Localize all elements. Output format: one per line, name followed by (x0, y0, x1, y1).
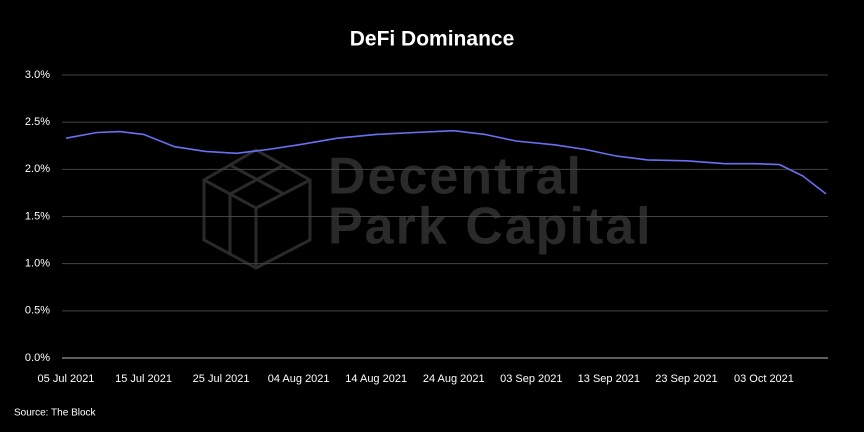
x-tick-label: 05 Jul 2021 (38, 373, 95, 385)
x-tick-label: 04 Aug 2021 (268, 373, 330, 385)
watermark: Decentral (328, 148, 583, 206)
x-tick-label: 03 Oct 2021 (734, 373, 794, 385)
x-tick-label: 15 Jul 2021 (115, 373, 172, 385)
watermark-logo (202, 148, 312, 270)
x-tick-label: 24 Aug 2021 (423, 373, 485, 385)
y-tick-label: 1.0% (25, 258, 50, 270)
x-tick-label: 25 Jul 2021 (193, 373, 250, 385)
x-tick-label: 03 Sep 2021 (500, 373, 562, 385)
watermark: Park Capital (328, 198, 653, 256)
x-tick-label: 23 Sep 2021 (655, 373, 717, 385)
y-tick-label: 0.5% (25, 305, 50, 317)
x-tick-label: 13 Sep 2021 (578, 373, 640, 385)
data-line (65, 129, 827, 195)
y-tick-label: 2.0% (25, 163, 50, 175)
x-tick-label: 14 Aug 2021 (345, 373, 407, 385)
chart-title: DeFi Dominance (350, 28, 515, 51)
y-tick-label: 2.5% (25, 116, 50, 128)
y-tick-label: 0.0% (25, 352, 50, 364)
y-tick-label: 1.5% (25, 210, 50, 222)
source: Source: The Block (14, 408, 97, 419)
y-tick-label: 3.0% (25, 69, 50, 81)
